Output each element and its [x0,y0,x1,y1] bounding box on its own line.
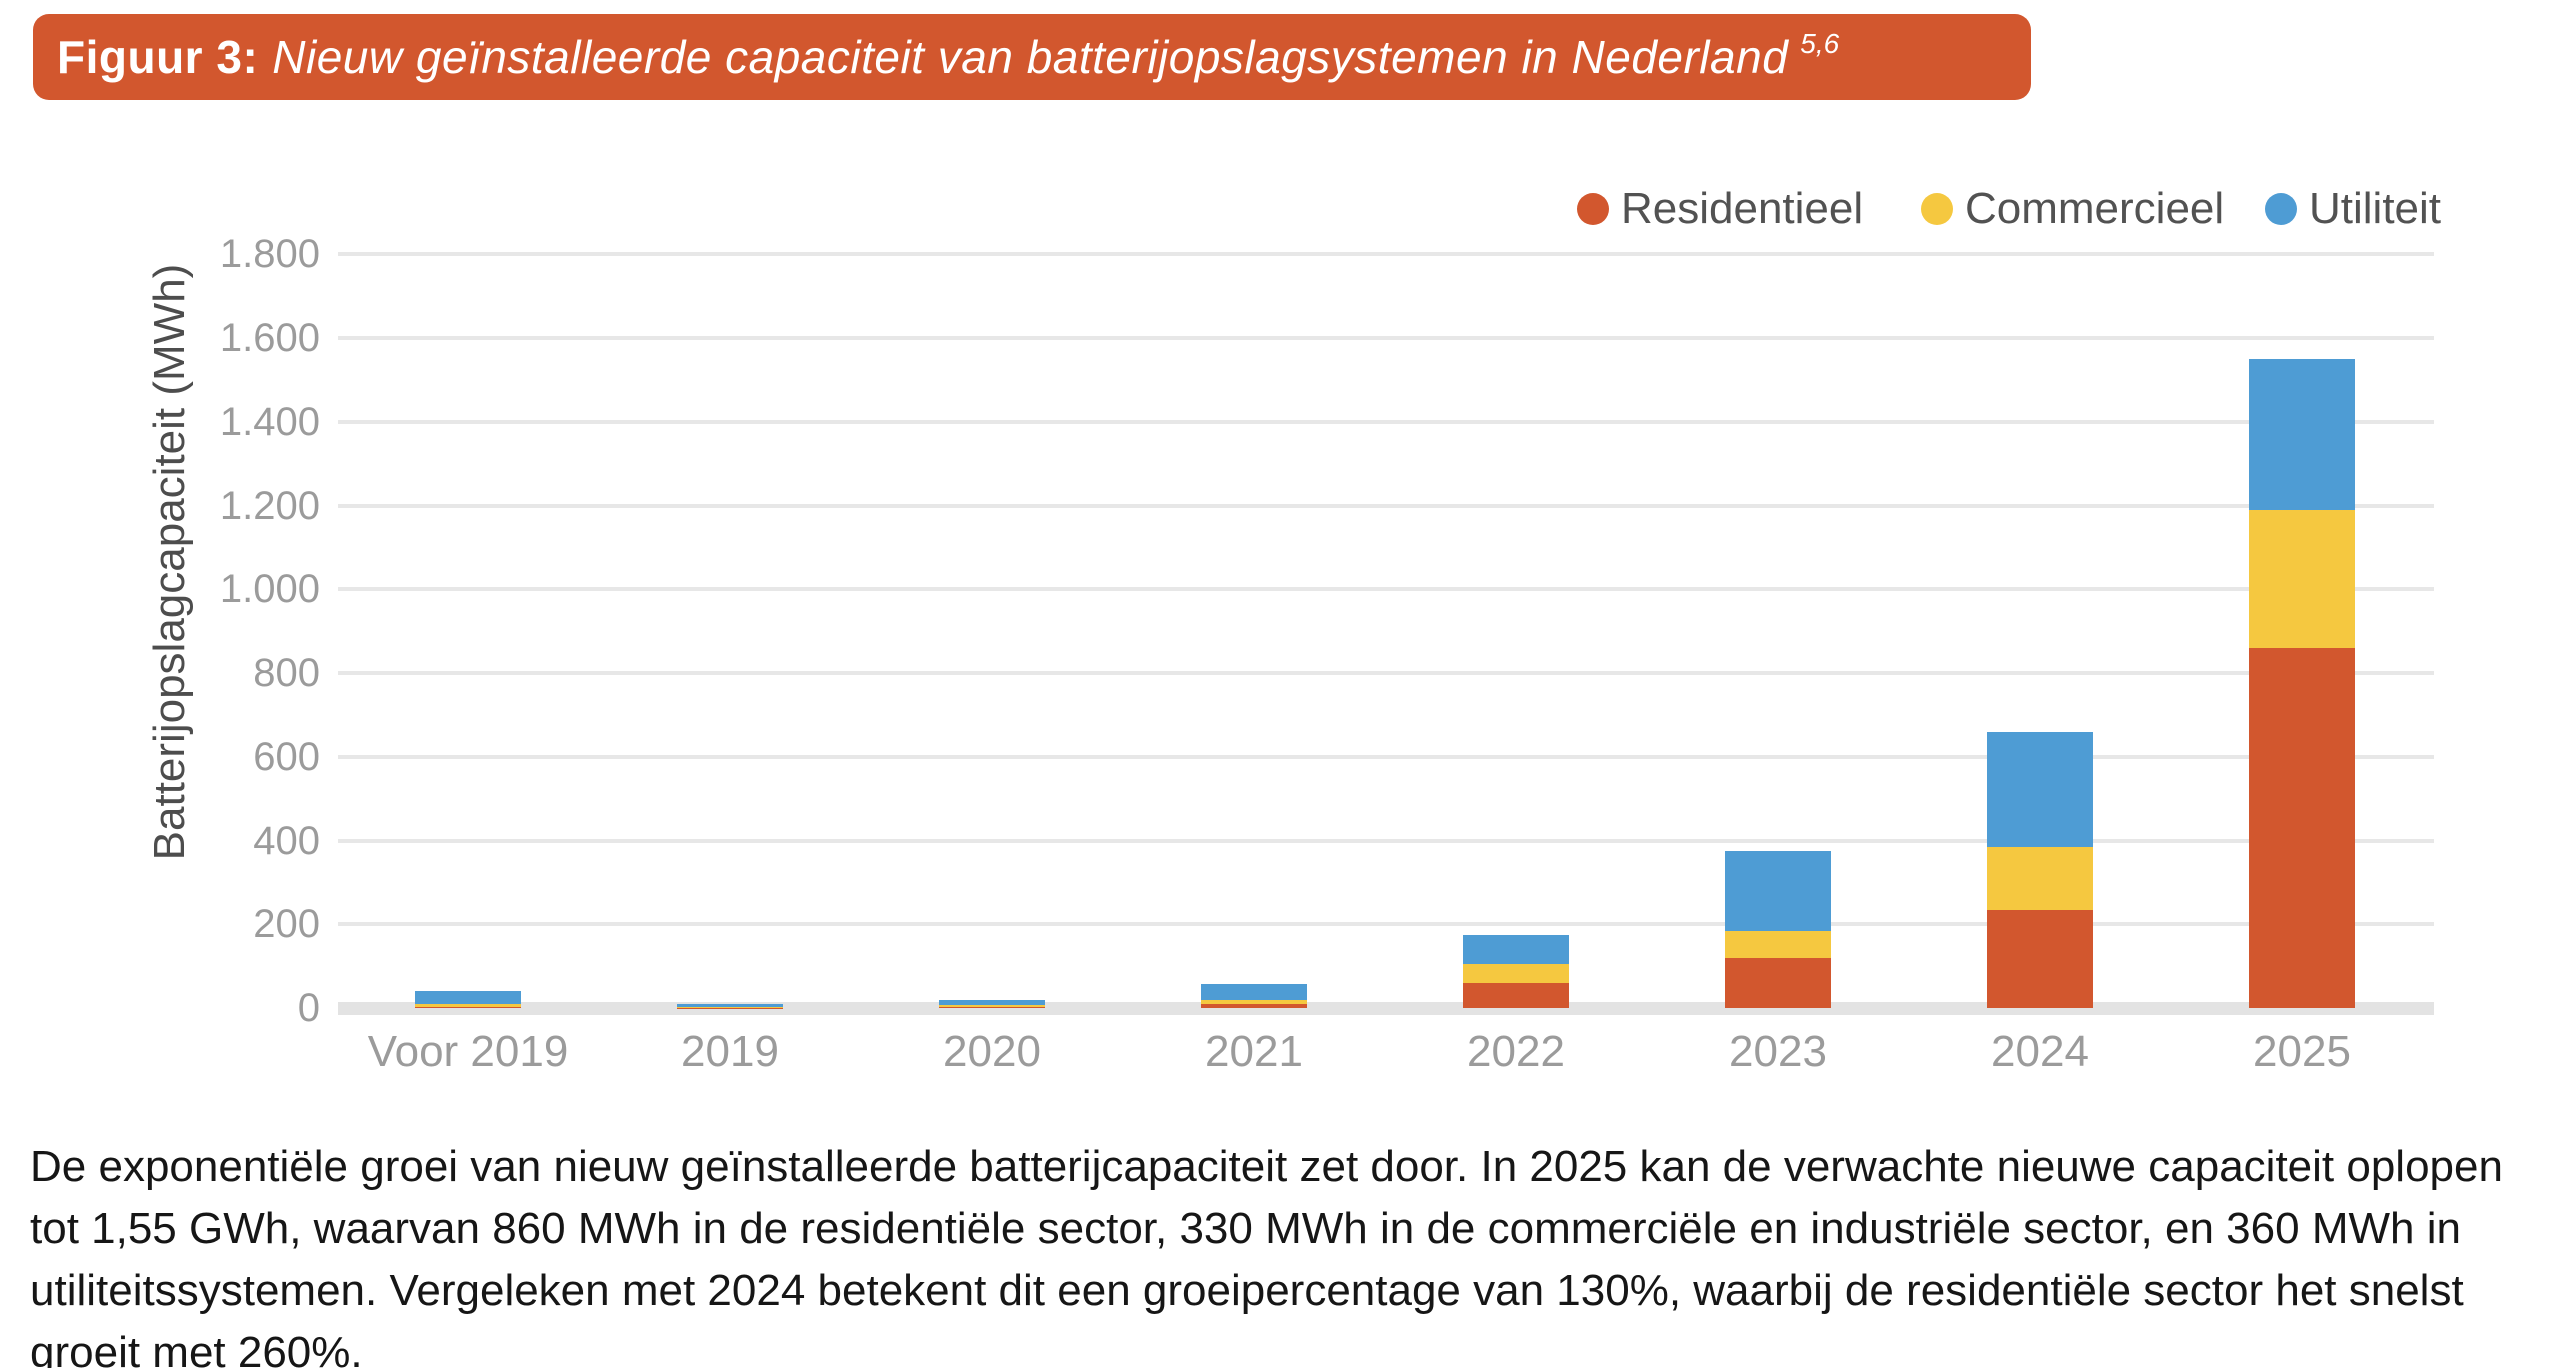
y-tick-label-200: 200 [253,902,320,947]
y-tick-label-0: 0 [297,986,320,1030]
bar-segment-utiliteit-voor-2019 [415,991,521,1004]
bar-segment-commercieel-2024 [1987,846,2093,910]
y-tick-label-1200: 1.200 [219,483,320,528]
legend-item-commercieel: Commercieel [1921,184,2225,233]
footnote-reference: 5,6 [1800,28,1840,59]
legend-item-utiliteit: Utiliteit [2265,184,2442,233]
bar-segment-commercieel-2020 [939,1004,1045,1007]
legend-label-utiliteit: Utiliteit [2309,184,2442,233]
bar-segment-utiliteit-2021 [1201,983,1307,1000]
gridline-800 [338,671,2434,676]
y-tick-label-400: 400 [253,818,320,863]
bar-segment-residentieel-2024 [1987,909,2093,1008]
bar-segment-utiliteit-2022 [1463,934,1569,965]
bar-segment-commercieel-2022 [1463,964,1569,983]
x-axis-label-2024: 2024 [1991,1027,2089,1076]
bar-segment-residentieel-2025 [2249,647,2355,1008]
bar-segment-residentieel-2021 [1201,1003,1307,1008]
legend-dot-residentieel [1577,193,1609,225]
zero-gridline [338,1002,2434,1015]
bar-segment-utiliteit-2019 [677,1003,783,1007]
bar-segment-commercieel-2021 [1201,999,1307,1004]
x-axis-label-2019: 2019 [681,1027,779,1076]
legend-label-commercieel: Commercieel [1965,184,2225,233]
gridline-400 [338,838,2434,843]
gridline-200 [338,922,2434,927]
legend-label-residentieel: Residentieel [1621,184,1864,233]
x-axis-label-voor-2019: Voor 2019 [367,1027,569,1076]
figure-number: Figuur 3: [57,31,259,83]
bar-segment-commercieel-2025 [2249,509,2355,648]
gridline-1600 [338,336,2434,341]
bar-segment-residentieel-2023 [1725,957,1831,1008]
x-axis-label-2025: 2025 [2253,1027,2351,1076]
bar-segment-utiliteit-2020 [939,1000,1045,1005]
bar-segment-commercieel-2019 [677,1006,783,1008]
figure-caption-text: De exponentiële groei van nieuw geïnstal… [30,1136,2550,1368]
y-tick-label-800: 800 [253,651,320,696]
caption-line-4: groeit met 260%. [30,1328,363,1368]
x-axis-label-2021: 2021 [1205,1027,1303,1076]
gridline-1400 [338,419,2434,424]
figure-title: Nieuw geïnstalleerde capaciteit van batt… [272,31,1789,83]
figure-title-banner: Figuur 3: Nieuw geïnstalleerde capacitei… [33,14,2031,100]
legend-item-residentieel: Residentieel [1577,184,1864,233]
caption-line-2: tot 1,55 GWh, waarvan 860 MWh in de resi… [30,1204,2461,1253]
y-tick-label-1000: 1.000 [219,567,320,612]
x-axis-label-2022: 2022 [1467,1027,1565,1076]
legend-dot-commercieel [1921,193,1953,225]
y-tick-label-1800: 1.800 [219,232,320,277]
y-tick-label-1600: 1.600 [219,316,320,361]
bar-segment-utiliteit-2025 [2249,359,2355,510]
x-axis-label-2023: 2023 [1729,1027,1827,1076]
caption-line-3: utiliteitssystemen. Vergeleken met 2024 … [30,1266,2464,1315]
bar-segment-residentieel-2022 [1463,982,1569,1008]
bar-segment-residentieel-voor-2019 [415,1007,521,1008]
bar-segment-commercieel-2023 [1725,930,1831,958]
gridline-1800 [338,252,2434,257]
y-tick-label-1400: 1.400 [219,399,320,444]
x-axis-label-2020: 2020 [943,1027,1041,1076]
gridline-1000 [338,587,2434,592]
bar-segment-residentieel-2020 [939,1006,1045,1008]
bar-segment-utiliteit-2024 [1987,731,2093,847]
caption-line-1: De exponentiële groei van nieuw geïnstal… [30,1142,2503,1191]
bar-segment-utiliteit-2023 [1725,851,1831,931]
gridline-1200 [338,503,2434,508]
bar-segment-commercieel-voor-2019 [415,1003,521,1008]
y-tick-label-600: 600 [253,734,320,779]
legend-dot-utiliteit [2265,193,2297,225]
gridline-600 [338,754,2434,759]
